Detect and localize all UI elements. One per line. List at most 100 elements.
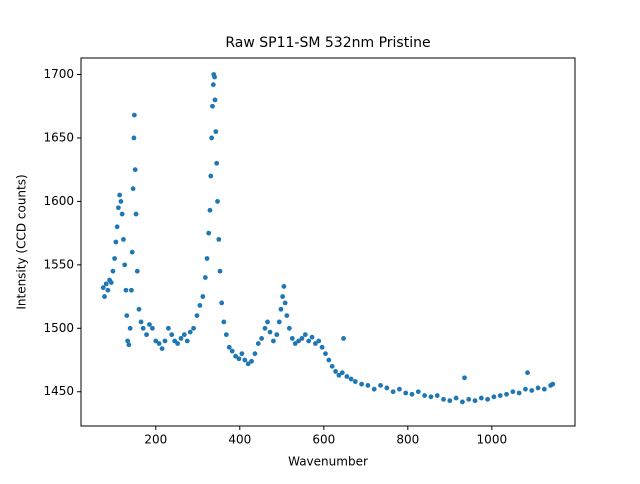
- point: [259, 336, 265, 341]
- point: [422, 393, 428, 398]
- point: [510, 389, 516, 395]
- point: [178, 336, 184, 341]
- point: [169, 332, 175, 338]
- point: [150, 325, 155, 331]
- point: [119, 211, 125, 217]
- point: [390, 389, 396, 395]
- point: [208, 173, 214, 179]
- point: [122, 262, 128, 268]
- point: [504, 391, 509, 397]
- point: [223, 332, 229, 338]
- point: [212, 74, 217, 80]
- point: [130, 186, 136, 192]
- point: [286, 325, 292, 331]
- point: [434, 393, 440, 398]
- point: [326, 357, 332, 363]
- point: [292, 341, 298, 346]
- point: [214, 160, 220, 166]
- point: [184, 338, 190, 344]
- point: [274, 332, 280, 338]
- point: [206, 230, 212, 236]
- point: [525, 370, 530, 376]
- plot-frame: [80, 57, 576, 427]
- x-tick-label: 600: [312, 433, 335, 447]
- point: [219, 300, 225, 306]
- point: [221, 319, 227, 325]
- point: [523, 386, 528, 392]
- point: [210, 103, 215, 109]
- point: [210, 82, 216, 88]
- point: [200, 294, 206, 299]
- point: [359, 381, 365, 387]
- x-tick-label: 1000: [477, 433, 508, 447]
- point: [384, 385, 390, 391]
- point: [165, 325, 171, 331]
- point: [249, 358, 254, 364]
- point: [281, 284, 287, 289]
- point: [497, 393, 503, 398]
- point: [333, 369, 338, 374]
- point: [125, 338, 131, 344]
- point: [319, 344, 325, 350]
- point: [132, 167, 138, 173]
- point: [316, 338, 322, 344]
- point: [108, 280, 114, 286]
- point: [378, 382, 383, 388]
- point: [159, 346, 165, 351]
- point: [276, 319, 282, 325]
- point: [226, 344, 232, 350]
- point: [138, 319, 144, 325]
- point: [312, 341, 318, 346]
- x-tick-label: 400: [228, 433, 251, 447]
- point: [147, 322, 152, 327]
- point: [207, 207, 213, 213]
- point: [255, 341, 261, 346]
- point: [136, 306, 142, 312]
- point: [265, 319, 270, 325]
- point: [133, 211, 139, 217]
- point: [242, 357, 248, 363]
- y-tick-label: 1500: [43, 321, 74, 335]
- point: [302, 332, 308, 338]
- point: [280, 294, 286, 299]
- point: [127, 325, 133, 331]
- point: [162, 338, 168, 344]
- point: [348, 376, 354, 382]
- point: [441, 396, 446, 402]
- y-axis-label: Intensity (CCD counts): [15, 174, 29, 309]
- point: [153, 338, 159, 344]
- point: [516, 390, 522, 396]
- point: [233, 353, 238, 359]
- point: [239, 351, 245, 357]
- point: [213, 129, 219, 135]
- point: [428, 394, 434, 400]
- y-tick-label: 1600: [43, 194, 74, 208]
- y-tick-label: 1450: [43, 384, 74, 398]
- point: [336, 372, 342, 378]
- point: [529, 388, 535, 393]
- point: [472, 398, 478, 404]
- point: [140, 325, 146, 331]
- point: [144, 332, 149, 338]
- point: [252, 351, 258, 357]
- point: [309, 334, 315, 340]
- point: [209, 135, 215, 141]
- point: [191, 325, 196, 331]
- point: [124, 313, 130, 318]
- point: [329, 363, 335, 369]
- point: [453, 395, 459, 401]
- point: [175, 341, 181, 346]
- point: [466, 396, 472, 402]
- point: [397, 386, 402, 392]
- point: [371, 386, 377, 392]
- point: [229, 348, 235, 354]
- point: [131, 112, 137, 118]
- point: [236, 356, 242, 362]
- point: [365, 382, 371, 388]
- point: [114, 224, 120, 230]
- point: [156, 341, 162, 346]
- point: [187, 329, 193, 335]
- point: [118, 198, 124, 204]
- point: [282, 300, 288, 306]
